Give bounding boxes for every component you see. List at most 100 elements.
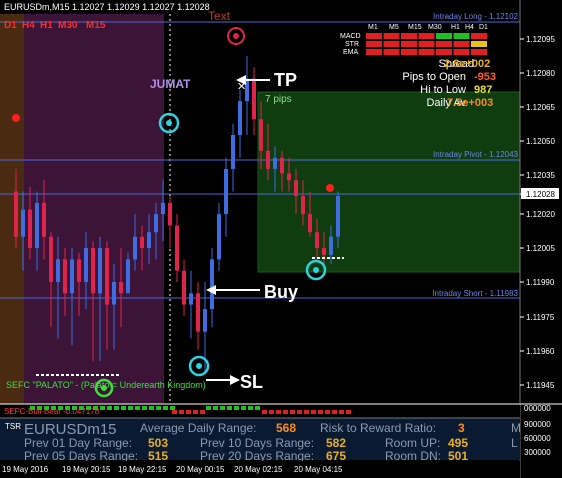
red-dot-icon <box>326 184 334 192</box>
info-pips-open-label: Pips to Open <box>402 71 466 83</box>
bull-bear-bar <box>163 406 168 410</box>
tp-cross-icon: ✕ <box>237 81 246 93</box>
candle-body <box>14 191 18 237</box>
price-axis[interactable]: 1.12095 1.12080 1.12065 1.12050 1.12035 1.120… <box>520 35 559 390</box>
candle-body <box>224 168 228 215</box>
candle-body <box>245 78 249 102</box>
bull-bear-bar <box>255 406 260 410</box>
prev20-value: 675 <box>326 449 346 463</box>
candle-body <box>273 157 277 169</box>
indicator-cells <box>366 33 487 55</box>
intraday-short-label: Intraday Short - 1.11983 <box>432 289 518 298</box>
info-spread-value: 2.8e+002 <box>444 58 490 70</box>
price-label: 1.11990 <box>526 278 555 287</box>
candle-body <box>161 202 165 215</box>
info-spread-label: Spread <box>439 58 474 70</box>
indicator-cell <box>453 49 470 55</box>
bull-bear-bar <box>30 406 35 410</box>
candle-body <box>294 180 298 197</box>
candle-body <box>112 281 116 305</box>
room-dn-label: Room DN: <box>385 449 441 463</box>
bull-bear-bar <box>114 406 119 410</box>
target-circle-icon <box>227 27 245 45</box>
candle-body <box>140 236 144 249</box>
candle-body <box>280 157 284 174</box>
indicator-cell <box>436 49 452 55</box>
timeframe-m30[interactable]: M30 <box>58 20 78 31</box>
sefc-bull-bear-label: SEFC-Bull-Bear -0.047178 <box>4 407 100 416</box>
price-label: 1.12005 <box>526 244 555 253</box>
ind-col-m5: M5 <box>389 24 399 31</box>
candle-body <box>175 225 179 271</box>
candle-body <box>105 248 109 305</box>
time-label: 19 May 20:15 <box>62 465 111 474</box>
indicator-cell <box>401 49 417 55</box>
brown-zone <box>0 14 24 404</box>
bull-bear-bar <box>325 410 330 414</box>
symbol-info: EURUSDm,M15 1.12027 1.12029 1.12027 1.12… <box>4 2 210 12</box>
price-label: 1.11975 <box>526 313 555 322</box>
green-circle-icon <box>94 378 114 398</box>
bull-bear-bar <box>297 410 302 414</box>
candle-body <box>168 202 172 226</box>
bull-bear-bar <box>206 406 211 410</box>
time-label: 20 May 00:15 <box>176 465 225 474</box>
candle-body <box>259 119 263 151</box>
time-label: 19 May 2016 <box>2 465 49 474</box>
info-hi-low-label: Hi to Low <box>420 84 466 96</box>
candle-body <box>301 196 305 215</box>
timeframe-m15[interactable]: M15 <box>86 20 106 31</box>
bull-bear-bar <box>290 410 295 414</box>
bull-bear-bar <box>79 406 84 410</box>
candle-body <box>119 281 123 294</box>
bull-bear-bar <box>332 410 337 414</box>
bull-bear-bar <box>128 406 133 410</box>
time-label: 20 May 04:15 <box>294 465 343 474</box>
signal-dot-icon <box>196 363 202 369</box>
bull-bear-bar <box>304 410 309 414</box>
timeframe-h4[interactable]: H4 <box>22 20 35 31</box>
indicator-cell <box>418 49 435 55</box>
green-zone <box>257 91 521 273</box>
bull-bear-bar <box>283 410 288 414</box>
timeframe-d1[interactable]: D1 <box>4 20 17 31</box>
candle-body <box>189 293 193 305</box>
info-pips-open-value: -953 <box>474 71 496 83</box>
candle-body <box>98 248 102 294</box>
indicator-cell <box>401 41 417 47</box>
ind-row-str: STR <box>345 41 359 48</box>
candle-body <box>336 196 340 237</box>
sub-axis: 000000 900000 600000 300000 <box>524 404 551 457</box>
bull-bear-bar <box>156 406 161 410</box>
indicator-cell <box>383 41 400 47</box>
ind-col-m1: M1 <box>368 24 378 31</box>
avg-range-value: 568 <box>276 421 296 435</box>
tsr-symbol: EURUSDm15 <box>24 421 117 438</box>
candle-body <box>231 135 235 169</box>
time-label: 19 May 22:15 <box>118 465 167 474</box>
bull-bear-bar <box>65 406 70 410</box>
time-axis: 19 May 2016 19 May 20:15 19 May 22:15 20… <box>2 465 343 474</box>
bull-bear-bar <box>37 406 42 410</box>
candles-group <box>14 55 340 373</box>
tp-arrow-icon <box>236 75 246 85</box>
bull-bear-bar <box>51 406 56 410</box>
candle-body <box>126 259 130 294</box>
indicator-cell <box>453 33 470 39</box>
price-label: 1.12095 <box>526 35 555 44</box>
candle-body <box>252 78 256 120</box>
signal-circle-icon <box>188 355 210 377</box>
info-daily-av-label: Daily Av <box>426 97 466 109</box>
bull-bear-bar <box>311 410 316 414</box>
candle-body <box>35 202 39 249</box>
candle-body <box>238 101 242 136</box>
timeframe-h1[interactable]: H1 <box>40 20 53 31</box>
sub-axis-label: 600000 <box>524 434 551 443</box>
info-daily-av-value: 7.5e+003 <box>447 97 493 109</box>
sefc-palato-label: SEFC "PALATO" - (Palato = Underearth Kin… <box>6 380 206 390</box>
room-up-label: Room UP: <box>385 436 440 450</box>
prev01-value: 503 <box>148 436 168 450</box>
time-label: 20 May 02:15 <box>234 465 283 474</box>
pips-label: 7 pips <box>265 94 292 105</box>
